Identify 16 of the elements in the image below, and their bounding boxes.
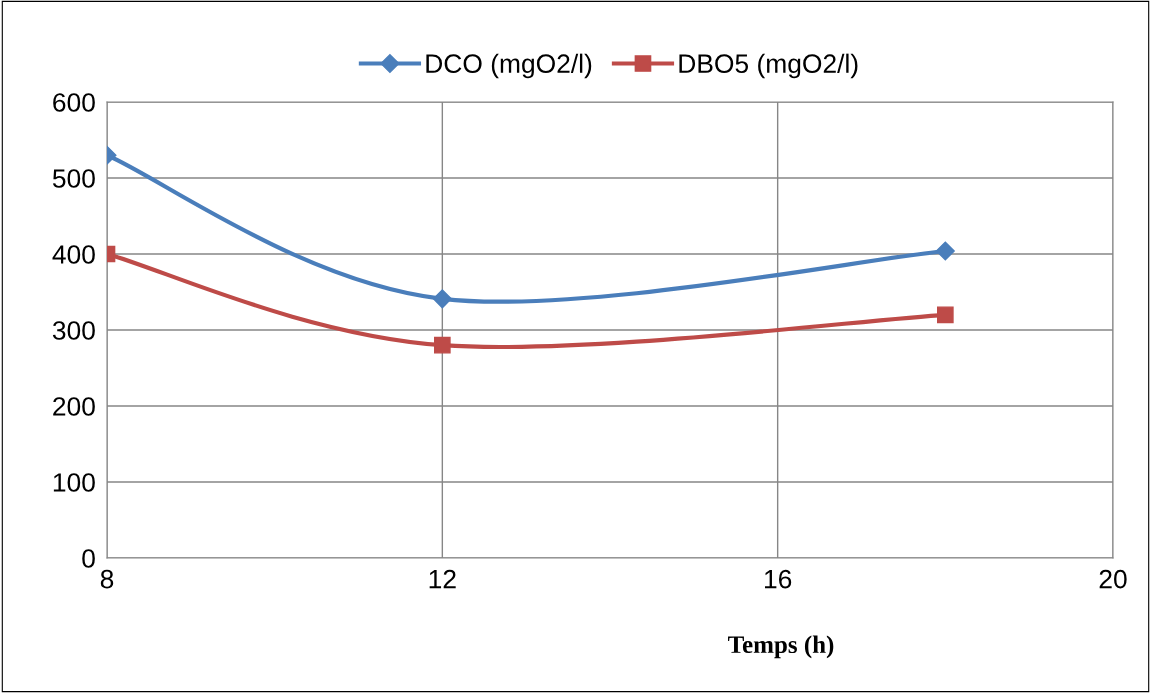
legend-label: DBO5 (mgO2/l) [679,53,858,79]
point [936,306,954,324]
y-tick-label: 400 [52,245,95,264]
y-tick-label: 0 [82,549,95,568]
y-tick-label: 500 [52,169,95,188]
point [935,241,955,261]
x-tick-label: 16 [765,569,792,589]
x-tick-label: 8 [100,569,114,589]
y-tick-label: 100 [53,473,95,492]
y-tick-label: 600 [53,93,95,112]
x-axis-title: Temps (h) [728,635,834,659]
legend-label: DCO (mgO2/l) [426,53,592,79]
x-tick-label: 12 [429,569,456,589]
y-tick-label: 200 [53,397,95,416]
x-tick-label: 20 [1099,569,1127,589]
y-tick-label: 300 [52,321,95,340]
